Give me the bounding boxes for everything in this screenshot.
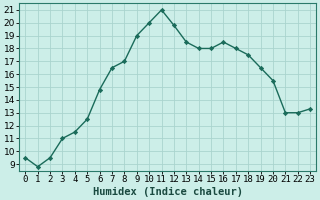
X-axis label: Humidex (Indice chaleur): Humidex (Indice chaleur) <box>93 186 243 197</box>
